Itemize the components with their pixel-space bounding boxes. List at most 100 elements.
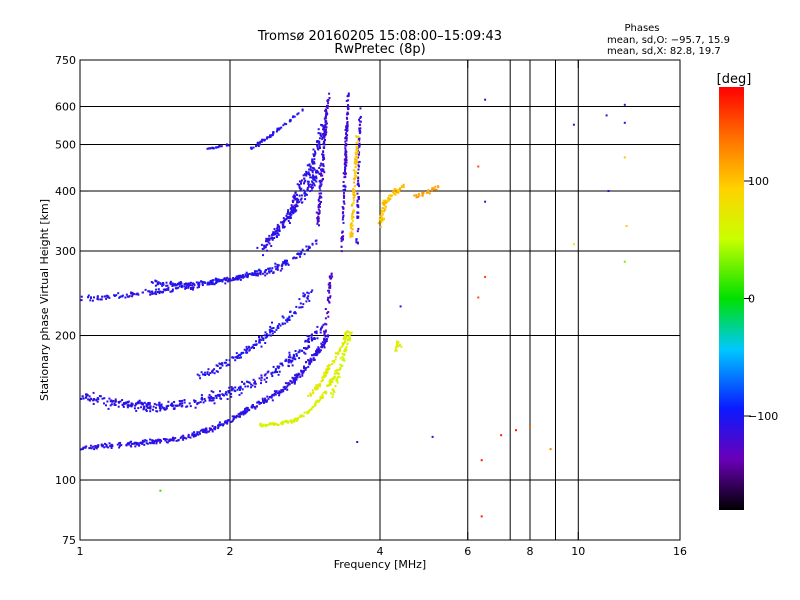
data-point — [323, 117, 326, 120]
data-point — [214, 394, 217, 397]
data-point — [308, 168, 311, 171]
data-point — [357, 151, 359, 154]
data-point — [237, 278, 240, 280]
data-point — [356, 149, 359, 152]
data-point — [255, 340, 257, 343]
data-point — [149, 291, 152, 294]
data-point — [281, 389, 284, 392]
data-point — [290, 211, 293, 213]
data-point — [202, 281, 205, 284]
data-point — [172, 439, 175, 442]
data-point — [317, 148, 320, 151]
data-point — [216, 370, 219, 373]
data-point — [136, 443, 138, 446]
data-point — [191, 433, 194, 436]
data-point — [292, 379, 295, 382]
data-point — [354, 171, 357, 174]
data-point — [227, 391, 230, 394]
data-point — [197, 433, 200, 436]
data-point — [309, 176, 312, 179]
data-point — [310, 337, 313, 340]
data-point — [321, 393, 324, 396]
data-point — [311, 184, 314, 187]
data-point — [341, 236, 343, 239]
data-point — [178, 285, 181, 288]
data-point — [318, 192, 321, 195]
data-point — [342, 172, 345, 175]
data-point — [260, 335, 263, 338]
data-point — [276, 365, 279, 368]
data-point — [208, 282, 211, 285]
data-point — [356, 146, 359, 149]
data-point — [323, 142, 326, 145]
data-point — [183, 399, 186, 401]
data-point — [315, 177, 318, 180]
data-point — [278, 323, 281, 326]
data-point — [353, 185, 356, 188]
data-point — [310, 291, 313, 293]
data-point — [96, 397, 99, 400]
data-point — [304, 352, 307, 355]
data-point — [312, 167, 315, 170]
data-point — [319, 147, 321, 149]
data-point — [341, 212, 344, 215]
data-point — [273, 393, 276, 396]
data-point — [300, 414, 303, 417]
data-point — [350, 234, 353, 237]
data-point — [293, 194, 296, 197]
data-point — [310, 189, 313, 192]
y-axis-label: Stationary phase Virtual Height [km] — [38, 199, 51, 401]
colorbar-tick-label: −100 — [748, 410, 778, 423]
data-point — [277, 423, 280, 426]
data-point — [289, 120, 292, 123]
data-point — [325, 390, 328, 393]
data-point — [109, 444, 112, 447]
data-point — [201, 284, 204, 287]
data-point — [322, 150, 325, 153]
data-point — [94, 445, 97, 448]
data-point — [92, 391, 95, 394]
data-point — [350, 224, 352, 227]
data-point — [247, 381, 250, 384]
data-point — [264, 425, 267, 428]
data-point — [318, 180, 321, 183]
data-point — [194, 406, 197, 409]
data-point — [278, 370, 281, 373]
data-point — [382, 217, 385, 220]
data-point — [319, 331, 322, 334]
data-point — [137, 400, 140, 403]
data-point — [324, 330, 327, 333]
data-point — [331, 360, 334, 363]
data-point — [130, 292, 132, 295]
data-point — [137, 407, 140, 410]
data-point — [306, 164, 309, 167]
data-point — [324, 371, 327, 374]
data-point — [139, 442, 142, 445]
data-point — [328, 301, 331, 304]
data-point — [295, 203, 298, 206]
data-point — [209, 428, 212, 431]
data-point — [264, 373, 267, 376]
data-point — [355, 161, 358, 164]
data-point — [324, 108, 327, 111]
data-point — [89, 297, 92, 299]
data-point — [245, 350, 248, 353]
data-point — [284, 322, 287, 325]
data-point — [320, 345, 323, 348]
data-point — [327, 335, 330, 338]
data-point — [145, 405, 148, 408]
data-point — [572, 123, 575, 126]
data-point — [322, 133, 325, 135]
data-point — [351, 228, 354, 231]
data-point — [322, 344, 325, 347]
data-point — [327, 315, 330, 318]
data-point — [204, 431, 206, 434]
data-point — [160, 291, 163, 294]
data-point — [319, 383, 321, 386]
data-point — [356, 230, 359, 233]
data-point — [345, 172, 347, 175]
data-point — [254, 270, 256, 273]
data-point — [131, 293, 134, 296]
data-point — [339, 357, 342, 360]
data-point — [292, 356, 295, 359]
